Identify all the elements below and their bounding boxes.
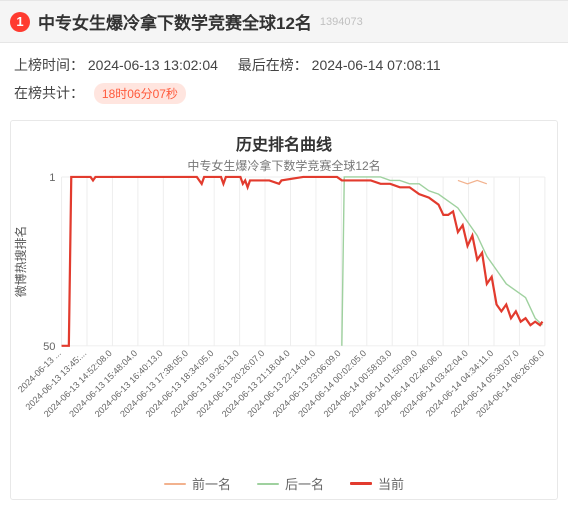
series-next (342, 177, 543, 346)
duration-badge: 18时06分07秒 (94, 83, 186, 104)
listed-time-label: 上榜时间： (14, 57, 84, 73)
legend-item-current[interactable]: 当前 (350, 474, 404, 493)
last-time-value: 2024-06-14 07:08:11 (312, 57, 441, 73)
duration-label: 在榜共计： (14, 85, 84, 101)
chart-legend: 前一名 后一名 当前 (11, 474, 557, 493)
series-current (62, 177, 543, 346)
meta-block: 上榜时间： 2024-06-13 13:02:04 最后在榜： 2024-06-… (0, 43, 568, 116)
title-bar: 1 中专女生爆冷拿下数学竞赛全球12名 1394073 (0, 0, 568, 43)
svg-text:1: 1 (49, 172, 55, 184)
chart-container: 历史排名曲线 中专女生爆冷拿下数学竞赛全球12名 150微博热搜排名2024-0… (10, 120, 558, 500)
legend-swatch-prev (164, 483, 186, 485)
legend-label: 前一名 (192, 474, 231, 493)
chart-plot: 150微博热搜排名2024-06-13 ...2024-06-13 13:45:… (11, 171, 557, 465)
legend-item-next[interactable]: 后一名 (257, 474, 324, 493)
rank-badge: 1 (10, 12, 30, 32)
legend-label: 当前 (378, 474, 404, 493)
legend-swatch-next (257, 483, 279, 485)
legend-item-prev[interactable]: 前一名 (164, 474, 231, 493)
y-axis-label: 微博热搜排名 (13, 226, 28, 297)
topic-title[interactable]: 中专女生爆冷拿下数学竞赛全球12名 (38, 9, 312, 34)
legend-swatch-current (350, 482, 372, 485)
series-prev (458, 180, 487, 183)
listed-time-value: 2024-06-13 13:02:04 (88, 57, 218, 73)
topic-id: 1394073 (320, 16, 363, 28)
chart-title: 历史排名曲线 (11, 121, 557, 155)
svg-text:2024-06-13 ...: 2024-06-13 ... (16, 348, 63, 394)
legend-label: 后一名 (285, 474, 324, 493)
last-time-label: 最后在榜： (238, 57, 308, 73)
